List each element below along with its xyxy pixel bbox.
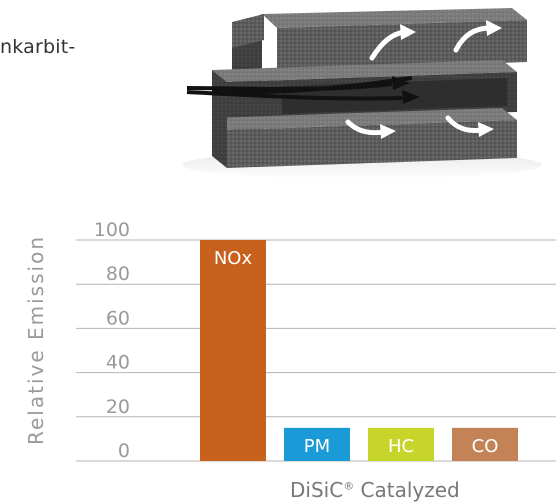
bar-pm [284,427,350,461]
top-channel-face [277,20,527,70]
bar-hc [368,427,434,461]
y-tick-label: 100 [94,219,130,241]
tick-layer: 0 20 40 60 80 100 [94,219,130,462]
middle-channel-top [212,60,517,82]
bottom-channel-face [227,120,517,168]
y-tick-label: 60 [106,307,130,329]
arrow-head [400,24,416,40]
y-tick-label: 40 [106,352,130,374]
top-channel-top [262,8,527,28]
bottom-channel-top [212,108,517,130]
text-fragment: nkarbit- [0,36,76,58]
filter-illustration [172,0,542,182]
arrow-head [380,124,396,139]
bar-layer: NOx PM HC CO [200,240,518,461]
flow-arrows-inlet [186,76,413,101]
bar-co [452,427,518,461]
filter-illustration-svg [182,8,542,179]
bar-label-hc: HC [388,436,414,457]
bar-label-co: CO [472,436,499,457]
y-tick-label: 0 [118,440,130,462]
arrow-head [478,122,494,137]
corner-block [232,14,264,48]
arrow-head [392,76,410,90]
x-axis-label: DiSiC® Catalyzed [290,478,460,502]
bar-nox [200,240,266,461]
y-tick-label: 80 [106,263,130,285]
y-tick-label: 20 [106,396,130,418]
arrow-head [486,20,502,36]
bar-label-pm: PM [304,436,330,457]
arrow-head [402,90,420,104]
bar-label-nox: NOx [214,248,253,269]
